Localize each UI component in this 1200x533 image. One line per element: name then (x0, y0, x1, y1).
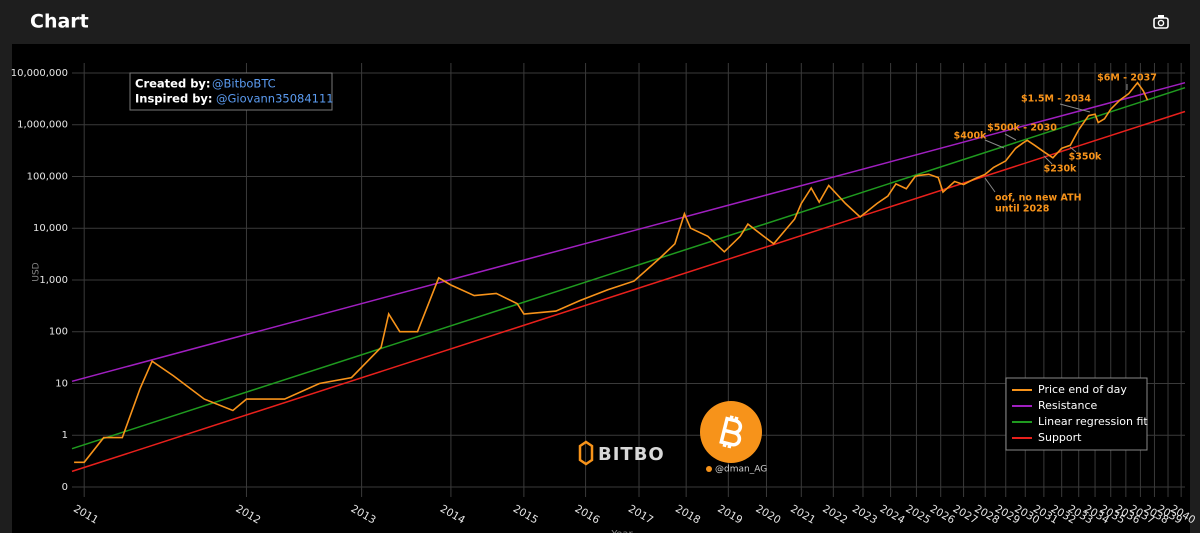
credits-label: Created by: (135, 77, 211, 91)
annotation-arrow (1069, 146, 1077, 153)
annotation: $1.5M - 2034 (1021, 94, 1091, 105)
y-tick-label: 1,000 (39, 275, 68, 286)
y-tick-label: 1 (62, 430, 68, 441)
legend: Price end of day Resistance Linear regress… (1005, 377, 1148, 451)
annotation-arrow (984, 139, 1005, 149)
series-line (71, 86, 1186, 450)
annotation: $350k (1069, 152, 1102, 163)
bitbo-icon (578, 440, 594, 466)
legend-label[interactable]: Price end of day (1038, 383, 1127, 396)
series-lines (71, 81, 1186, 473)
series-line (74, 81, 1149, 464)
y-tick-label: 0 (62, 482, 68, 493)
y-tick-label: 10,000 (33, 223, 68, 234)
header-title: Chart (30, 11, 89, 33)
annotation-arrow (1004, 133, 1017, 141)
annotation: $400k (954, 131, 987, 142)
credits-link[interactable]: @BitboBTC (212, 77, 276, 91)
legend-label[interactable]: Support (1038, 431, 1082, 444)
y-tick-label: 1,000,000 (17, 120, 68, 131)
credits-link[interactable]: @Giovann35084111 (216, 92, 334, 106)
author-watermark: @dman_AG (715, 465, 767, 475)
annotation: oof, no new ATH (995, 193, 1082, 204)
annotation: until 2028 (995, 204, 1050, 215)
plot-area (71, 63, 1186, 497)
y-tick-label: 10,000,000 (11, 68, 68, 79)
legend-label[interactable]: Resistance (1038, 399, 1098, 412)
annotation-arrow (1059, 103, 1091, 113)
credits-label: Inspired by: (135, 92, 213, 106)
series-line (71, 110, 1186, 473)
y-axis-title: USD (32, 262, 42, 281)
annotation: $230k (1044, 164, 1077, 175)
bitbo-logo: BITBO (578, 440, 665, 466)
y-tick-label: 100,000 (27, 171, 68, 182)
bitcoin-b (719, 415, 743, 449)
y-tick-label: 10 (55, 378, 68, 389)
author-icon (706, 466, 712, 472)
brand-watermark: BITBO (598, 444, 665, 465)
annotation-arrow (984, 177, 996, 193)
annotation: $500k - 2030 (987, 123, 1057, 134)
camera-icon[interactable] (1153, 15, 1169, 29)
legend-label[interactable]: Linear regression fit (1038, 415, 1148, 428)
x-axis-title: Year (610, 529, 633, 533)
y-tick-label: 100 (49, 327, 68, 338)
credits-frame (129, 72, 333, 111)
annotation-arrow (1043, 155, 1053, 165)
series-line (71, 81, 1186, 383)
annotation: $6M - 2037 (1097, 73, 1157, 84)
bitcoin-b-glyph (719, 415, 743, 449)
